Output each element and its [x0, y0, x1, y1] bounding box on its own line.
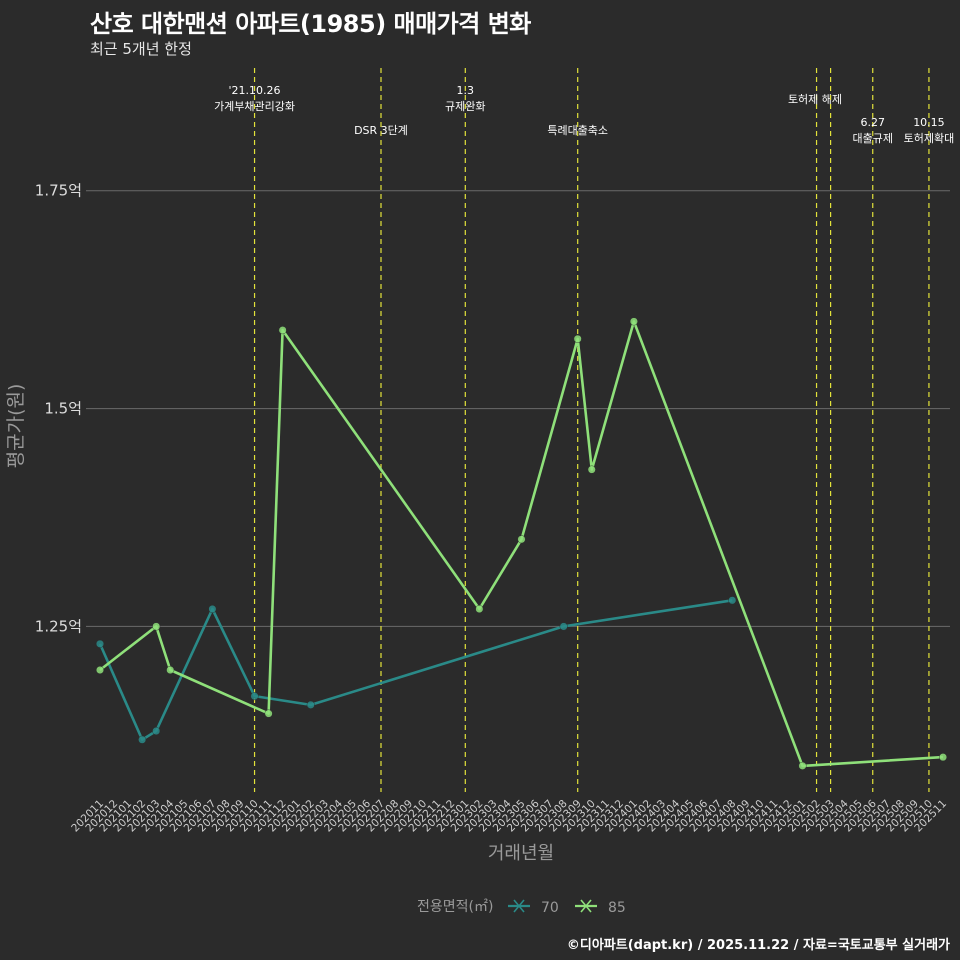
event-date-label: 10.15 — [913, 116, 945, 129]
event-name-label: 대출규제 — [853, 132, 893, 145]
data-point-85 — [798, 761, 807, 770]
data-point-85 — [517, 535, 526, 544]
event-name-label: 토허제 해제 — [788, 92, 842, 106]
event-name-label: 토허제확대 — [904, 132, 955, 145]
data-point-85 — [95, 665, 105, 675]
y-tick-label: 1.75억 — [35, 182, 82, 200]
legend-title: 전용면적(㎡) — [417, 899, 493, 915]
data-point-85 — [152, 622, 161, 631]
data-point-85 — [573, 334, 582, 343]
data-point-85 — [278, 326, 287, 335]
legend-marker-85 — [580, 899, 592, 913]
data-point-85 — [629, 317, 638, 326]
data-point-70 — [728, 596, 737, 605]
event-date-label: 6.27 — [861, 116, 886, 129]
event-name-label: 특례대출축소 — [547, 124, 608, 137]
data-point-70 — [559, 622, 568, 631]
data-point-70 — [208, 604, 217, 614]
y-tick-label: 1.5억 — [44, 400, 82, 418]
data-point-85 — [938, 753, 948, 762]
event-name-label: 규제완화 — [445, 100, 485, 113]
y-tick-label: 1.25억 — [35, 617, 82, 635]
series-line-70 — [98, 599, 733, 742]
series-line-85 — [99, 320, 944, 768]
legend-label-70: 70 — [541, 900, 559, 916]
event-date-label: '21.10.26 — [229, 84, 281, 97]
data-point-85 — [587, 465, 596, 474]
y-axis-label: 평균가(원) — [5, 384, 27, 469]
data-point-70 — [250, 692, 259, 701]
data-point-70 — [138, 735, 147, 744]
data-point-70 — [152, 726, 161, 736]
data-point-70 — [95, 639, 105, 648]
legend-label-85: 85 — [608, 900, 626, 916]
chart-title: 산호 대한맨션 아파트(1985) 매매가격 변화 — [90, 10, 531, 38]
event-date-label: 1.3 — [457, 84, 475, 97]
chart-subtitle: 최근 5개년 한정 — [90, 40, 192, 58]
event-name-label: 가계부채관리강화 — [214, 100, 295, 113]
data-point-85 — [166, 665, 175, 675]
event-name-label: DSR 3단계 — [354, 124, 408, 137]
source-caption: ©디아파트(dapt.kr) / 2025.11.22 / 자료=국토교통부 실… — [566, 938, 950, 953]
x-axis-label: 거래년월 — [488, 843, 554, 864]
data-point-70 — [306, 700, 315, 709]
legend-marker-70 — [513, 899, 525, 913]
data-point-85 — [475, 604, 484, 614]
data-point-85 — [264, 709, 273, 718]
